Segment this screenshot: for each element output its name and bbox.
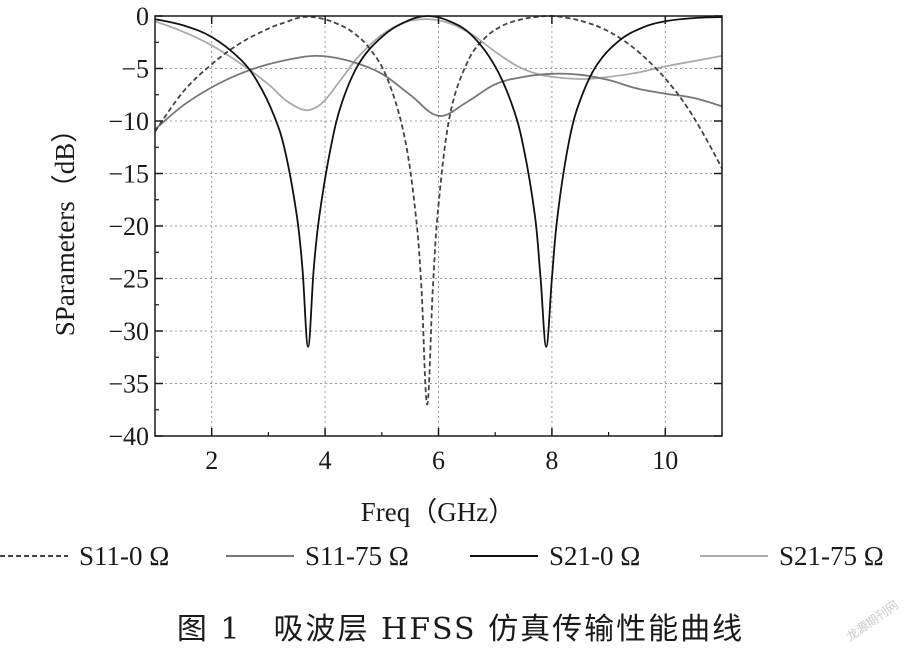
grid <box>155 15 722 437</box>
x-tick-label: 4 <box>319 446 332 475</box>
y-tick-label: −25 <box>108 265 149 294</box>
y-tick-label: −20 <box>108 212 149 241</box>
legend-label: S21-0 Ω <box>549 541 640 571</box>
series-line-3 <box>154 15 723 348</box>
y-tick-label: 0 <box>136 2 149 31</box>
y-tick-label: −10 <box>108 107 149 136</box>
figure-caption: 图 1 吸波层 HFSS 仿真传输性能曲线 <box>176 612 745 647</box>
legend-label: S21-75 Ω <box>779 541 884 571</box>
y-tick-label: −35 <box>108 370 149 399</box>
x-tick-label: 8 <box>545 446 558 475</box>
x-tick-label: 2 <box>205 446 218 475</box>
series-lines <box>154 15 723 406</box>
y-tick-label: −15 <box>108 160 149 189</box>
legend: S11-0 Ω S11-75 Ω S21-0 Ω S21-75 Ω <box>0 541 884 571</box>
y-tick-label: −30 <box>108 317 149 346</box>
axis-ticks: 2 4 6 8 10 0 −5 −10 −15 −20 −25 −30 −35 −40 <box>108 2 723 475</box>
legend-label: S11-75 Ω <box>305 541 409 571</box>
x-axis-label: Freq（GHz） <box>361 497 515 527</box>
y-tick-label: −5 <box>121 55 149 84</box>
series-line-4 <box>154 18 723 112</box>
y-axis-label: SParameters（dB） <box>50 116 80 336</box>
legend-label: S11-0 Ω <box>79 541 169 571</box>
x-tick-label: 6 <box>432 446 445 475</box>
series-line-2 <box>154 54 723 131</box>
y-tick-label: −40 <box>108 422 149 451</box>
x-tick-label: 10 <box>652 446 678 475</box>
